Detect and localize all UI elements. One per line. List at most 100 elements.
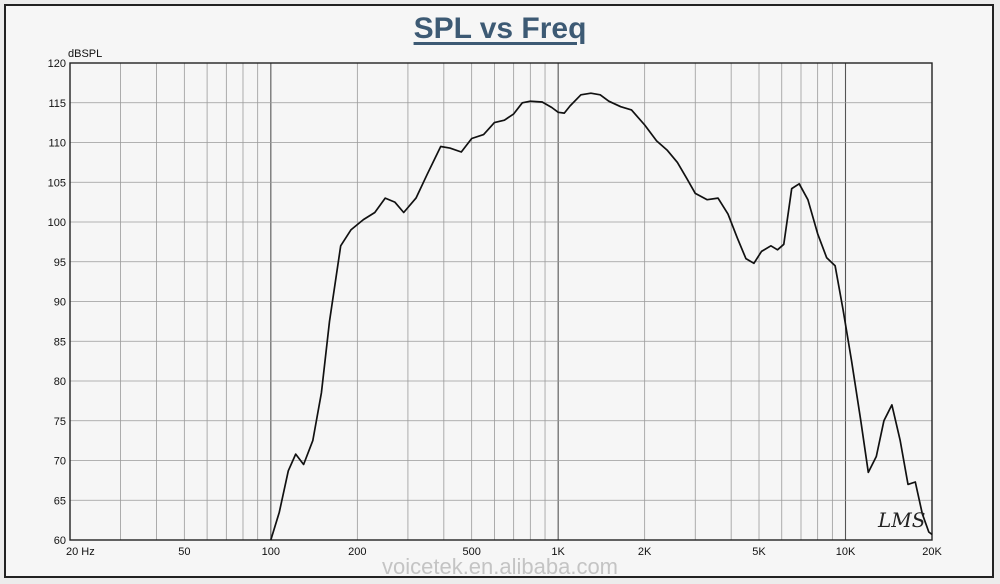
data-point-44 (706, 199, 708, 201)
data-point-62 (860, 420, 862, 422)
spl-curve-line (269, 92, 933, 541)
data-point-57 (817, 233, 819, 235)
y-tick-label-11: 115 (48, 98, 66, 110)
x-tick-label-8: 10K (836, 546, 856, 558)
data-point-4 (302, 463, 304, 465)
data-point-28 (551, 106, 553, 108)
data-point-15 (415, 197, 417, 199)
data-point-34 (599, 94, 601, 96)
data-point-27 (541, 101, 543, 103)
data-point-56 (807, 199, 809, 201)
y-tick-label-1: 65 (54, 495, 66, 507)
data-point-16 (426, 173, 428, 175)
data-point-18 (449, 147, 451, 149)
watermark: voicetek.en.alibaba.com (381, 554, 619, 579)
data-point-48 (745, 257, 747, 259)
data-point-63 (867, 471, 869, 473)
x-tick-label-9: 20K (922, 546, 942, 558)
data-point-22 (493, 121, 495, 123)
y-axis-label: dBSPL (68, 48, 102, 60)
x-tick-label-7: 5K (752, 546, 766, 558)
signature-mark: LMS (878, 508, 926, 532)
data-point-45 (717, 197, 719, 199)
data-point-3 (295, 453, 297, 455)
y-tick-label-8: 100 (48, 217, 66, 229)
chart-title: SPL vs Freq (413, 12, 587, 45)
x-tick-label-2: 100 (262, 546, 280, 558)
data-point-68 (907, 483, 909, 485)
data-point-12 (384, 197, 386, 199)
data-point-50 (760, 250, 762, 252)
data-point-29 (557, 111, 559, 113)
data-point-41 (676, 161, 678, 163)
data-point-64 (875, 455, 877, 457)
data-point-23 (503, 119, 505, 121)
y-tick-label-7: 95 (54, 257, 66, 269)
data-point-25 (521, 102, 523, 104)
data-point-67 (899, 439, 901, 441)
curve-points (270, 92, 934, 541)
chart-frame (4, 4, 994, 578)
data-point-52 (776, 249, 778, 251)
x-tick-label-1: 50 (178, 546, 190, 558)
data-point-51 (770, 245, 772, 247)
x-tick-label-4: 500 (462, 546, 480, 558)
data-point-65 (883, 420, 885, 422)
y-tick-label-2: 70 (54, 456, 66, 468)
y-tick-label-9: 105 (48, 177, 66, 189)
data-point-6 (320, 392, 322, 394)
data-point-21 (482, 133, 484, 135)
data-point-36 (620, 106, 622, 108)
data-point-9 (350, 229, 352, 231)
data-point-17 (440, 145, 442, 147)
x-tick-label-3: 200 (348, 546, 366, 558)
data-point-40 (666, 149, 668, 151)
data-point-32 (580, 94, 582, 96)
data-point-42 (686, 177, 688, 179)
data-point-7 (328, 320, 330, 322)
data-point-71 (928, 531, 930, 533)
data-point-61 (850, 360, 852, 362)
data-point-54 (791, 187, 793, 189)
data-point-39 (655, 140, 657, 142)
data-point-1 (278, 511, 280, 513)
x-tick-label-6: 2K (638, 546, 652, 558)
data-point-35 (608, 100, 610, 102)
y-tick-label-5: 85 (54, 336, 66, 348)
data-point-8 (340, 245, 342, 247)
data-point-14 (403, 211, 405, 213)
x-tick-label-0: 20 Hz (66, 546, 95, 558)
data-point-10 (362, 218, 364, 220)
data-point-30 (563, 112, 565, 114)
y-tick-label-12: 120 (48, 58, 66, 70)
data-point-5 (312, 439, 314, 441)
y-tick-labels: 60 65 70 75 80 85 90 95 100 105 110 115 120 (48, 58, 66, 547)
data-point-47 (736, 237, 738, 239)
data-point-13 (394, 201, 396, 203)
data-point-60 (842, 308, 844, 310)
y-tick-label-10: 110 (48, 138, 66, 150)
data-point-2 (287, 470, 289, 472)
data-point-43 (694, 192, 696, 194)
data-point-59 (834, 265, 836, 267)
data-point-20 (471, 137, 473, 139)
data-point-11 (374, 211, 376, 213)
data-point-31 (569, 105, 571, 107)
grid-lines (70, 63, 932, 540)
data-point-66 (891, 404, 893, 406)
x-tick-labels: 20 Hz 50 100 200 500 1K 2K 5K 10K 20K (66, 546, 942, 558)
x-tick-label-5: 1K (551, 546, 565, 558)
data-point-69 (914, 481, 916, 483)
plot-border (69, 62, 933, 541)
data-point-38 (644, 124, 646, 126)
data-point-58 (826, 257, 828, 259)
data-point-53 (783, 243, 785, 245)
data-point-0 (270, 539, 272, 541)
data-point-37 (630, 109, 632, 111)
data-point-46 (727, 213, 729, 215)
data-point-26 (529, 100, 531, 102)
y-tick-label-3: 75 (54, 416, 66, 428)
y-tick-label-4: 80 (54, 376, 66, 388)
y-tick-label-6: 90 (54, 297, 66, 309)
